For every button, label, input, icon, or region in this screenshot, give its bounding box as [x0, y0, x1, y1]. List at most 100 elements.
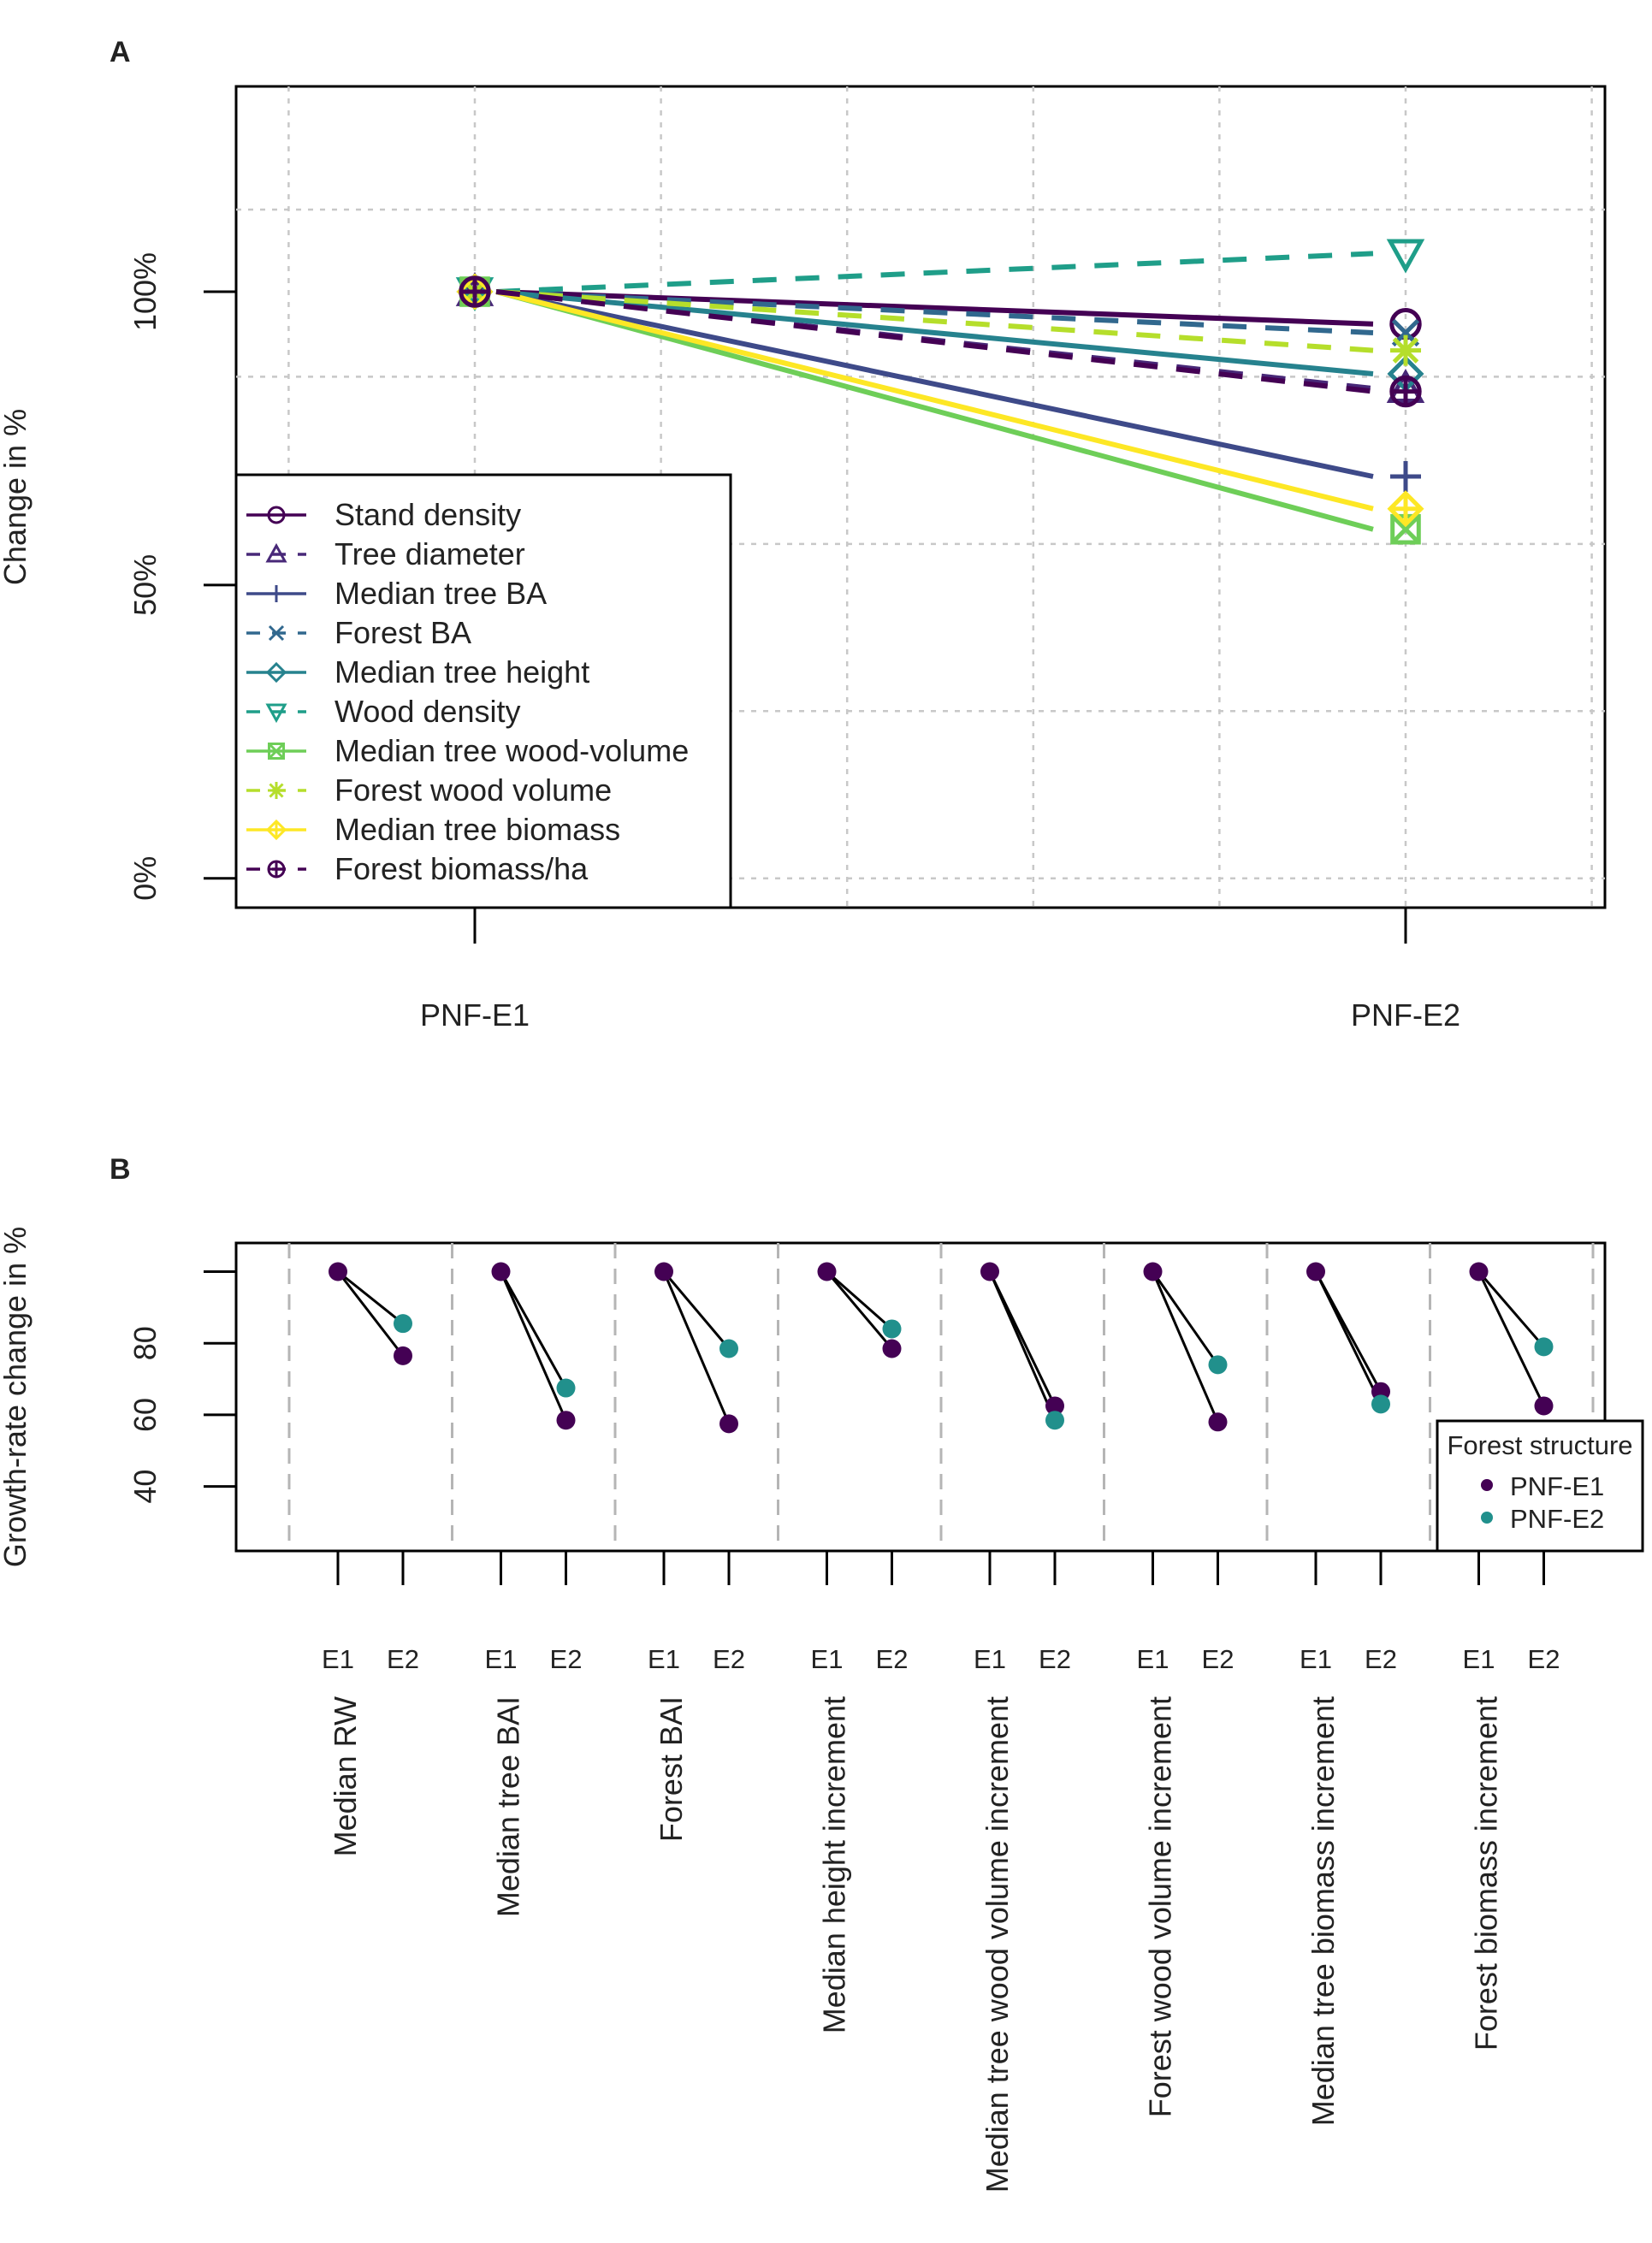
- line-pnf-e1: [1152, 1270, 1219, 1423]
- legend-item: Median tree wood-volume: [246, 733, 689, 768]
- group-8: [1469, 1262, 1554, 1416]
- marker-plus: [1390, 461, 1421, 492]
- marker-diamond: [265, 661, 287, 684]
- panel-b-grid: [287, 1243, 1595, 1551]
- x-tick-label: E1: [1463, 1644, 1495, 1674]
- marker-cross: [268, 624, 285, 642]
- series-line: [495, 289, 1374, 353]
- line-pnf-e2: [500, 1270, 567, 1389]
- point-pnf-e1: [394, 1346, 412, 1365]
- x-tick-label: E2: [876, 1644, 909, 1674]
- point-marker: [1389, 375, 1422, 408]
- x-tick-label: E1: [974, 1644, 1006, 1674]
- series-line: [495, 289, 1374, 376]
- point-pnf-e2: [719, 1339, 738, 1358]
- x-tick-label: E2: [550, 1644, 583, 1674]
- panel-a-grid: [236, 86, 1605, 908]
- point-marker: [1387, 490, 1424, 528]
- legend-marker: [268, 624, 285, 642]
- point-pnf-e2: [394, 1314, 412, 1334]
- y-tick-label: 100%: [127, 252, 163, 331]
- point-pnf-e1: [1143, 1262, 1163, 1281]
- legend-label: Wood density: [335, 694, 520, 729]
- group-6: [1143, 1262, 1228, 1432]
- legend-item: Forest wood volume: [246, 772, 612, 808]
- panel-b-series: [329, 1262, 1554, 1434]
- marker-asterisk: [268, 782, 285, 799]
- x-tick-label: E2: [1202, 1644, 1235, 1674]
- point-pnf-e1: [556, 1411, 576, 1430]
- point-marker: [1390, 461, 1421, 492]
- legend-b-item: PNF-E1: [1481, 1471, 1604, 1501]
- y-tick-label: 40: [127, 1470, 163, 1504]
- legend-b-label: PNF-E1: [1510, 1471, 1604, 1501]
- legend-marker: [265, 542, 287, 563]
- panel-b: 40 60 80 E1 E2 Median RW E1 E2 Median tree BAI E1…: [0, 1227, 1644, 2193]
- point-pnf-e2: [1045, 1411, 1064, 1430]
- panel-b-ylabel: Growth-rate change in %: [0, 1227, 33, 1567]
- y-tick-label: 0%: [127, 856, 163, 901]
- line-pnf-e1: [662, 1270, 731, 1424]
- group-label: Forest biomass increment: [1469, 1696, 1504, 2051]
- x-tick-label: E2: [1365, 1644, 1397, 1674]
- series-line: [495, 289, 1374, 512]
- point-pnf-e1: [1208, 1412, 1228, 1432]
- point-pnf-e1: [719, 1414, 738, 1434]
- panel-b-frame: [234, 1241, 1607, 1553]
- legend-label: Forest biomass/ha: [335, 851, 589, 886]
- series-line: [495, 251, 1374, 294]
- x-tick-label: E1: [648, 1644, 680, 1674]
- x-tick-label: E1: [1300, 1644, 1332, 1674]
- legend-item: Median tree BA: [246, 576, 547, 611]
- y-tick-label: 50%: [127, 554, 163, 616]
- x-tick-label: PNF-E2: [1351, 997, 1460, 1033]
- x-tick-label: E2: [387, 1644, 419, 1674]
- legend-marker: [268, 585, 285, 602]
- line-pnf-e2: [1314, 1270, 1383, 1406]
- x-tick-label: E1: [322, 1644, 354, 1674]
- group-label: Median tree BAI: [491, 1696, 526, 1917]
- line-pnf-e2: [1477, 1270, 1545, 1348]
- x-tick-label: E2: [1039, 1644, 1071, 1674]
- panel-b-axes: 40 60 80 E1 E2 Median RW E1 E2 Median tree BAI E1…: [127, 1269, 1560, 2193]
- panel-a-axes: 0% 50% 100% PNF-E1 PNF-E2: [127, 252, 1460, 1033]
- group-3: [654, 1262, 738, 1434]
- line-pnf-e2: [988, 1270, 1057, 1421]
- marker-circle: [267, 506, 286, 524]
- legend-item: Median tree biomass: [246, 812, 620, 847]
- panel-a-series: [455, 239, 1425, 545]
- point-marker: [459, 275, 491, 308]
- marker-triangle: [265, 542, 287, 563]
- marker-circle-plus: [1391, 377, 1420, 405]
- group-7: [1306, 1262, 1390, 1414]
- marker-diamond-plus: [1390, 493, 1421, 524]
- marker-triangle-down: [1386, 239, 1425, 274]
- legend-label: Stand density: [335, 497, 521, 532]
- marker-square-x: [1390, 514, 1421, 544]
- group-label: Median height increment: [817, 1696, 852, 2033]
- group-2: [491, 1262, 576, 1430]
- line-pnf-e1: [826, 1270, 893, 1350]
- line-pnf-e2: [337, 1270, 404, 1325]
- point-pnf-e2: [556, 1378, 576, 1398]
- point-pnf-e1: [1306, 1262, 1325, 1281]
- group-label: Forest wood volume increment: [1143, 1696, 1178, 2117]
- marker-square: [268, 743, 285, 760]
- legend-box: [234, 473, 732, 909]
- marker-diamond-plus: [268, 821, 285, 838]
- point-pnf-e1: [654, 1262, 673, 1281]
- point-pnf-e1: [817, 1262, 837, 1281]
- legend-marker: [265, 703, 287, 724]
- legend-item: Forest BA: [246, 615, 471, 650]
- marker-square-x: [268, 743, 285, 760]
- legend-b-title: Forest structure: [1447, 1430, 1632, 1460]
- legend-item: Median tree height: [246, 654, 589, 689]
- line-pnf-e1: [500, 1270, 567, 1421]
- legend-item: Stand density: [246, 497, 521, 532]
- point-pnf-e1: [882, 1339, 902, 1358]
- panel-a-legend: Stand density Tree diameter Median tree BA…: [234, 473, 732, 909]
- legend-label: Median tree wood-volume: [335, 733, 689, 768]
- legend-b-dot: [1481, 1479, 1493, 1491]
- panel-b-label: B: [110, 1153, 131, 1186]
